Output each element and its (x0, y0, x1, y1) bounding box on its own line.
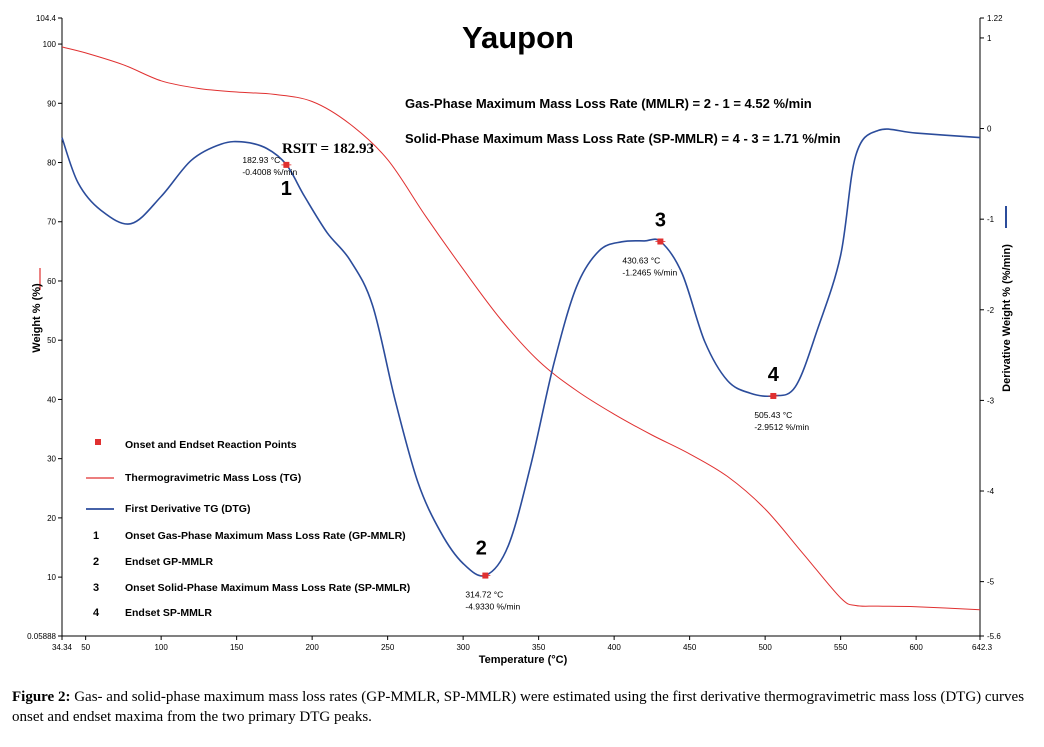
rsit-annotation: RSIT = 182.93 (282, 141, 374, 157)
legend-number: 2 (93, 556, 99, 568)
reaction-point-rate-label: -0.4008 %/min (242, 167, 297, 177)
y-left-tick-label: 90 (47, 99, 56, 108)
x-tick-label: 350 (532, 643, 546, 652)
legend-entry-text: Onset and Endset Reaction Points (125, 439, 297, 451)
caption-text: Gas- and solid-phase maximum mass loss r… (12, 689, 1025, 725)
reaction-markers: 1 182.93 °C -0.4008 %/min 2 314.72 °C -4.9330… (242, 155, 809, 612)
reaction-point-number: 1 (281, 178, 292, 200)
x-tick-label: 400 (607, 643, 621, 652)
y-right-tick-label: -5 (987, 578, 995, 587)
y-right-tick-label: -2 (987, 306, 995, 315)
y-left-tick-label: 50 (47, 336, 56, 345)
series (61, 46, 981, 611)
y-right-tick-label: -3 (987, 396, 995, 405)
y-right-tick-label: -5.6 (987, 632, 1001, 641)
x-tick-label: 250 (381, 643, 395, 652)
figure-caption: Figure 2: Gas- and solid-phase maximum m… (12, 687, 1038, 727)
y-right-tick-label: 1.22 (987, 14, 1003, 23)
y-left-tick-label: 100 (43, 40, 57, 49)
y-left-tick-label: 10 (47, 573, 56, 582)
legend-entry-text: Onset Solid-Phase Maximum Mass Loss Rate… (125, 582, 410, 594)
y-left-tick-label: 30 (47, 455, 56, 464)
reaction-point-rate-label: -2.9512 %/min (754, 422, 809, 432)
mmlr-annotation: Gas-Phase Maximum Mass Loss Rate (MMLR) … (405, 96, 812, 111)
reaction-point-number: 4 (768, 364, 780, 386)
y-left-tick-label: 40 (47, 395, 56, 404)
y-left-tick-label: 104.4 (36, 14, 57, 23)
reaction-point-number: 2 (476, 538, 487, 560)
reaction-point-temp-label: 314.72 °C (465, 590, 503, 600)
tick-labels: 34.34 50 100 150 200 250 300 350 400 450 500 550 600… (27, 14, 1007, 652)
x-tick-label: 500 (758, 643, 772, 652)
x-tick-label: 450 (683, 643, 697, 652)
y-left-tick-label: 0.05888 (27, 632, 56, 641)
reaction-point-temp-label: 430.63 °C (622, 256, 660, 266)
legend: Onset and Endset Reaction Points Thermogr… (86, 439, 410, 619)
x-tick-label: 300 (456, 643, 470, 652)
y-left-axis-label: Weight % (%) (31, 283, 43, 353)
y-left-tick-label: 70 (47, 218, 56, 227)
x-tick-label: 34.34 (52, 643, 73, 652)
legend-marker-swatch (95, 439, 101, 445)
x-tick-label: 200 (305, 643, 319, 652)
y-right-tick-label: -1 (987, 215, 995, 224)
reaction-point-rate-label: -1.2465 %/min (622, 268, 677, 278)
reaction-point-number: 3 (655, 210, 666, 232)
legend-entry-text: First Derivative TG (DTG) (125, 503, 250, 515)
dtg-curve (61, 128, 981, 577)
axes (61, 18, 981, 637)
caption-label: Figure 2: (12, 689, 71, 705)
x-tick-label: 550 (834, 643, 848, 652)
reaction-point-rate-label: -4.9330 %/min (465, 602, 520, 612)
reaction-point-temp-label: 505.43 °C (754, 410, 792, 420)
reaction-point-temp-label: 182.93 °C (242, 155, 280, 165)
legend-number: 4 (93, 607, 100, 619)
x-axis-label: Temperature (°C) (479, 654, 568, 666)
x-tick-label: 642.3 (972, 643, 993, 652)
x-tick-label: 50 (81, 643, 90, 652)
y-right-tick-label: -4 (987, 487, 995, 496)
legend-entry-text: Endset SP-MMLR (125, 607, 212, 619)
y-left-tick-label: 20 (47, 514, 56, 523)
tg-curve (61, 46, 981, 611)
tga-chart: 34.34 50 100 150 200 250 300 350 400 450 500 550 600… (27, 14, 1013, 666)
y-right-axis-label: Derivative Weight % (%/min) (1001, 244, 1013, 392)
legend-entry-text: Endset GP-MMLR (125, 556, 213, 568)
x-tick-label: 600 (909, 643, 923, 652)
y-left-tick-label: 60 (47, 277, 56, 286)
legend-number: 1 (93, 530, 99, 542)
chart-title: Yaupon (462, 20, 574, 55)
legend-number: 3 (93, 582, 99, 594)
legend-entry-text: Onset Gas-Phase Maximum Mass Loss Rate (… (125, 530, 406, 542)
x-tick-label: 150 (230, 643, 244, 652)
y-right-tick-label: 0 (987, 125, 992, 134)
y-left-tick-label: 80 (47, 159, 56, 168)
x-tick-label: 100 (154, 643, 168, 652)
y-right-tick-label: 1 (987, 34, 992, 43)
legend-entry-text: Thermogravimetric Mass Loss (TG) (125, 472, 301, 484)
sp-mmlr-annotation: Solid-Phase Maximum Mass Loss Rate (SP-M… (405, 131, 841, 146)
